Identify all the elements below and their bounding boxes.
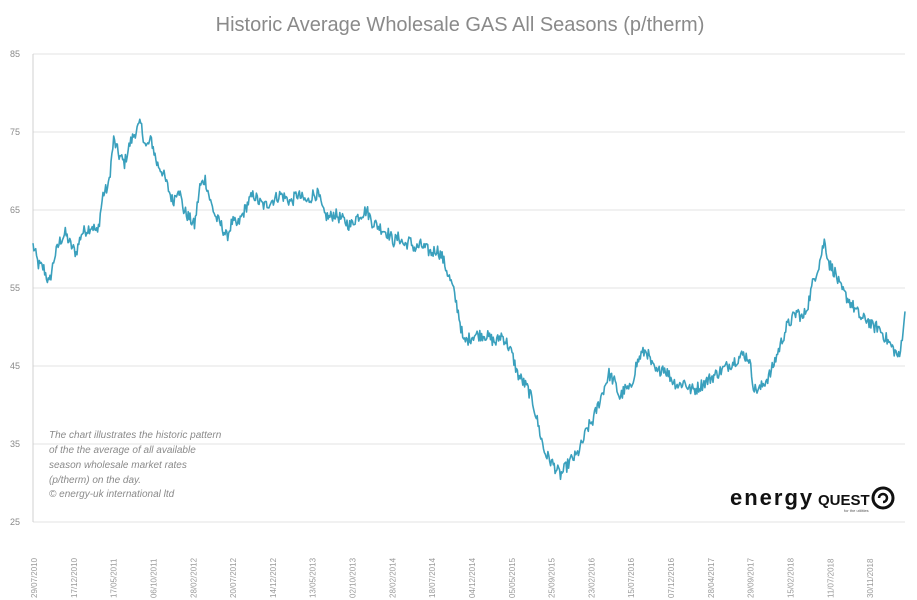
y-tick-label: 25 — [10, 517, 20, 527]
annotation-line: © energy-uk international ltd — [49, 489, 175, 500]
logo-text: energy — [730, 485, 814, 510]
x-tick-label: 20/07/2012 — [229, 557, 238, 598]
spiral-icon — [871, 486, 895, 510]
x-tick-label: 18/07/2014 — [428, 557, 437, 598]
energy-quest-logo: energy QUEST for the utilities — [730, 485, 895, 513]
annotation-line: of the the average of all available — [49, 445, 196, 456]
y-tick-label: 85 — [10, 49, 20, 59]
x-tick-label: 05/05/2015 — [508, 557, 517, 598]
logo-tagline: for the utilities — [844, 508, 869, 513]
x-tick-label: 02/10/2013 — [349, 557, 358, 598]
x-tick-label: 29/07/2010 — [30, 557, 39, 598]
x-tick-label: 06/10/2011 — [149, 558, 158, 598]
x-tick-label: 30/11/2018 — [866, 558, 875, 598]
x-tick-label: 25/09/2015 — [548, 557, 557, 598]
x-tick-label: 15/07/2016 — [627, 557, 636, 598]
y-tick-label: 45 — [10, 361, 20, 371]
x-tick-label: 28/04/2017 — [707, 557, 716, 598]
y-tick-label: 55 — [10, 283, 20, 293]
x-tick-label: 11/07/2018 — [826, 558, 835, 598]
y-tick-label: 75 — [10, 127, 20, 137]
y-tick-label: 65 — [10, 205, 20, 215]
series-layer — [32, 118, 906, 481]
y-tick-label: 35 — [10, 439, 20, 449]
x-axis: 29/07/2010 17/12/2010 17/05/2011 06/10/2011… — [30, 557, 875, 598]
annotation-line: season wholesale market rates — [49, 460, 187, 471]
series-line — [32, 118, 906, 481]
gridlines — [33, 53, 905, 523]
y-axis: 25 35 45 55 65 75 85 — [10, 49, 34, 527]
chart-title: Historic Average Wholesale GAS All Seaso… — [216, 14, 705, 36]
annotation-line: The chart illustrates the historic patte… — [49, 430, 222, 441]
x-tick-label: 28/02/2014 — [388, 557, 397, 598]
chart-annotation: The chart illustrates the historic patte… — [49, 430, 222, 500]
x-tick-label: 14/12/2012 — [269, 557, 278, 598]
x-tick-label: 13/05/2013 — [309, 557, 318, 598]
x-tick-label: 07/12/2016 — [667, 557, 676, 598]
x-tick-label: 28/02/2012 — [189, 557, 198, 598]
x-tick-label: 23/02/2016 — [587, 557, 596, 598]
logo-accent-text: QUEST — [818, 492, 870, 509]
x-tick-label: 17/12/2010 — [70, 557, 79, 598]
x-tick-label: 04/12/2014 — [468, 557, 477, 598]
x-tick-label: 29/09/2017 — [747, 557, 756, 598]
x-tick-label: 17/05/2011 — [110, 558, 119, 598]
x-tick-label: 15/02/2018 — [787, 557, 796, 598]
annotation-line: (p/therm) on the day. — [49, 475, 141, 486]
